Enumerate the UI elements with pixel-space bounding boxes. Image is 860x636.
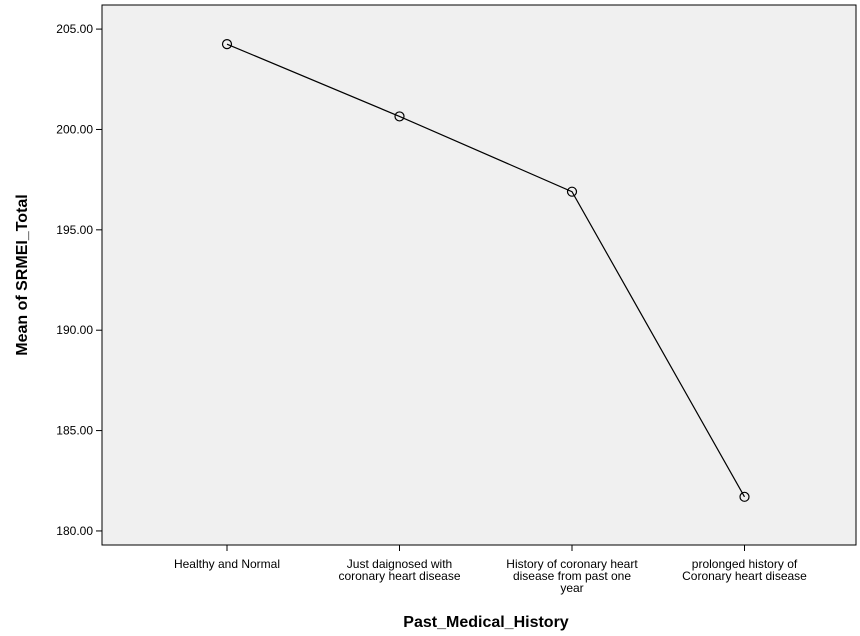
x-category-label-line: Just daignosed with — [347, 557, 452, 571]
x-category-label-line: History of coronary heart — [506, 557, 638, 571]
x-axis-ticks: Healthy and Normal Just daignosed with cor… — [174, 545, 807, 595]
data-point-marker — [566, 186, 578, 197]
x-category-label: Healthy and Normal — [174, 557, 280, 571]
y-tick-label: 185.00 — [56, 424, 93, 438]
x-category-label: History of coronary heart disease from pa… — [506, 557, 638, 595]
x-category-label: prolonged history of Coronary heart disea… — [682, 557, 807, 583]
x-axis-title: Past_Medical_History — [403, 614, 569, 631]
y-axis-ticks: 180.00 185.00 190.00 195.00 200.00 205.00 — [56, 22, 102, 538]
plot-area — [101, 4, 857, 546]
x-category-label-line: year — [560, 581, 583, 595]
y-tick-label: 205.00 — [56, 22, 93, 36]
y-tick-label: 200.00 — [56, 122, 93, 136]
y-tick-label: 195.00 — [56, 223, 93, 237]
x-category-label-line: Healthy and Normal — [174, 557, 280, 571]
data-points — [221, 39, 750, 502]
x-category-label-line: prolonged history of — [692, 557, 798, 571]
y-tick-label: 190.00 — [56, 323, 93, 337]
data-point-marker — [739, 491, 750, 502]
x-category-label-line: coronary heart disease — [338, 569, 460, 583]
x-category-label: Just daignosed with coronary heart diseas… — [338, 557, 460, 583]
y-tick-label: 180.00 — [56, 524, 93, 538]
series-line — [226, 43, 746, 498]
x-category-label-line: Coronary heart disease — [682, 569, 807, 583]
data-point-marker — [394, 111, 405, 122]
y-axis-title: Mean of SRMEI_Total — [14, 194, 31, 356]
x-category-label-line: disease from past one — [513, 569, 631, 583]
data-point-marker — [221, 39, 233, 50]
